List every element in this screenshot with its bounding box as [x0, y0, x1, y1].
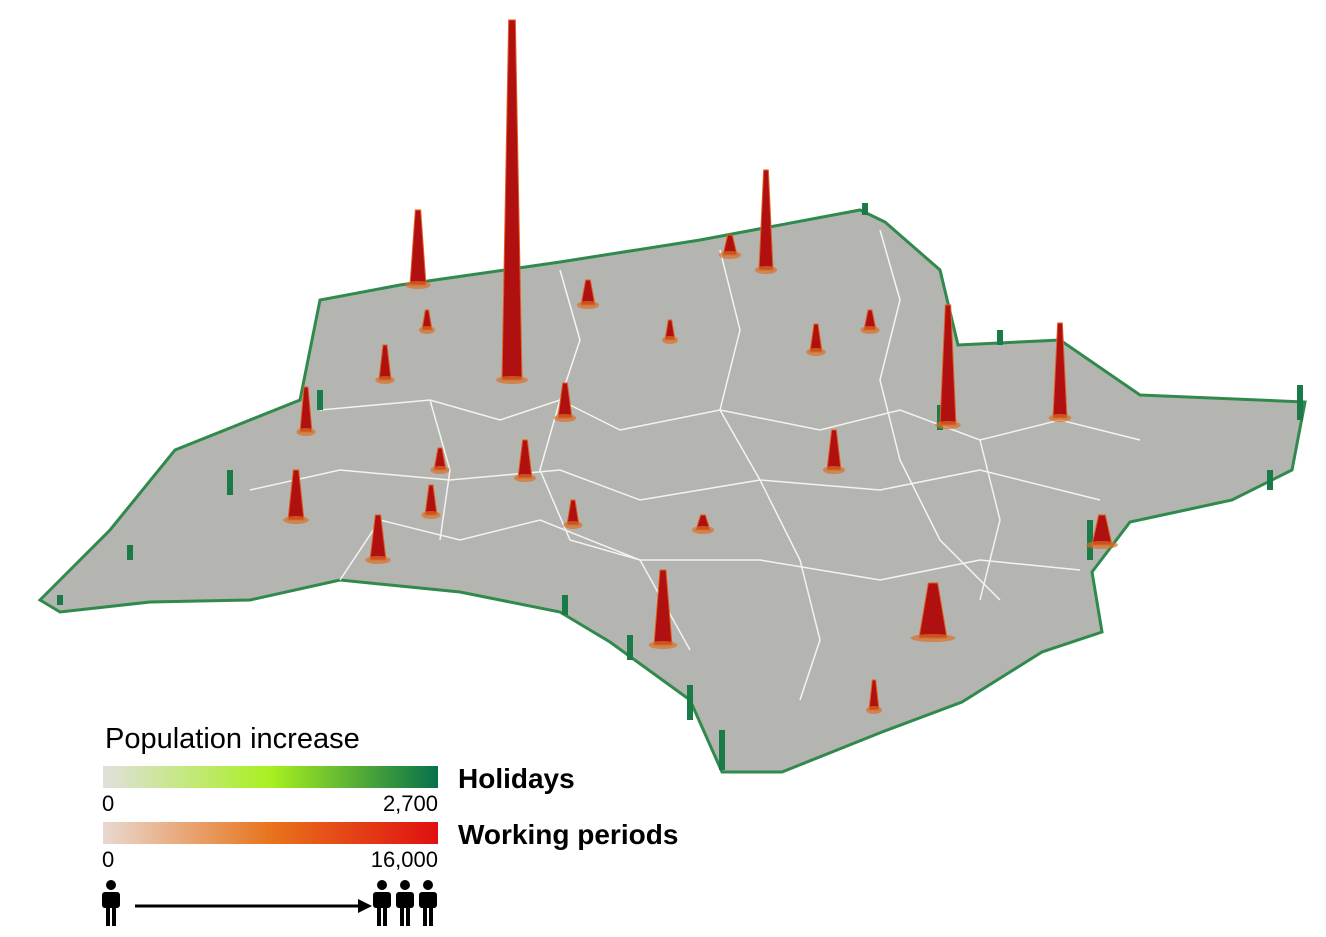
spike-base [365, 556, 391, 564]
coastal-bar [627, 635, 633, 660]
coastal-bar [1267, 470, 1273, 490]
spike-base [691, 526, 715, 534]
scale-max: 16,000 [371, 847, 438, 872]
spike-base [754, 266, 778, 274]
spike-base [1048, 414, 1072, 422]
coastal-bar [57, 595, 63, 605]
coastal-bar [862, 203, 868, 215]
spike [501, 19, 523, 381]
spike-base [860, 326, 880, 334]
coastal-increase [57, 203, 1303, 770]
coastal-bar [719, 730, 725, 770]
color-ramp [103, 766, 438, 788]
spike-base [866, 706, 882, 714]
coastal-bar [317, 390, 323, 410]
spike-base [662, 336, 678, 344]
coastal-bar [997, 330, 1003, 345]
spike-base [430, 466, 450, 474]
spike-base [822, 466, 846, 474]
spike-base [375, 376, 395, 384]
people-scale [102, 880, 437, 926]
spike-base [513, 474, 537, 482]
spike-base [1086, 541, 1118, 549]
scale-max: 2,700 [383, 791, 438, 816]
spike-base [496, 376, 528, 384]
spike-base [806, 348, 826, 356]
coastal-bar [1297, 385, 1303, 420]
spike-base [296, 428, 316, 436]
scale-min: 0 [102, 791, 114, 816]
spike-base [563, 521, 583, 529]
spike-base [419, 326, 435, 334]
department-borders [249, 229, 1141, 701]
spike-base [421, 511, 441, 519]
coastal-bar [227, 470, 233, 495]
coastal-bar [1087, 520, 1093, 560]
spike-base [935, 421, 961, 429]
spike-base [718, 251, 742, 259]
spike-base [648, 641, 678, 649]
scale-min: 0 [102, 847, 114, 872]
coastal-bar [562, 595, 568, 615]
population-spikes [283, 19, 1118, 714]
person-icon [102, 880, 120, 926]
scale-name: Working periods [458, 819, 678, 850]
spike-base [910, 634, 956, 642]
color-ramp [103, 822, 438, 844]
coastal-bar [127, 545, 133, 560]
spike [409, 209, 427, 286]
spike-base [283, 516, 309, 524]
spike [758, 169, 774, 271]
spike [1052, 322, 1068, 419]
spike-base [576, 301, 600, 309]
coastal-bar [687, 685, 693, 720]
spike-base [405, 281, 431, 289]
people-icon [373, 880, 437, 926]
legend: Population increase Holidays 0 2,700 Workin… [102, 723, 678, 872]
terrain-map [37, 19, 1307, 774]
arrow-head [358, 899, 372, 913]
legend-title: Population increase [105, 723, 360, 755]
region-surface [37, 208, 1307, 774]
scale-name: Holidays [458, 763, 575, 794]
spike-base [553, 414, 577, 422]
